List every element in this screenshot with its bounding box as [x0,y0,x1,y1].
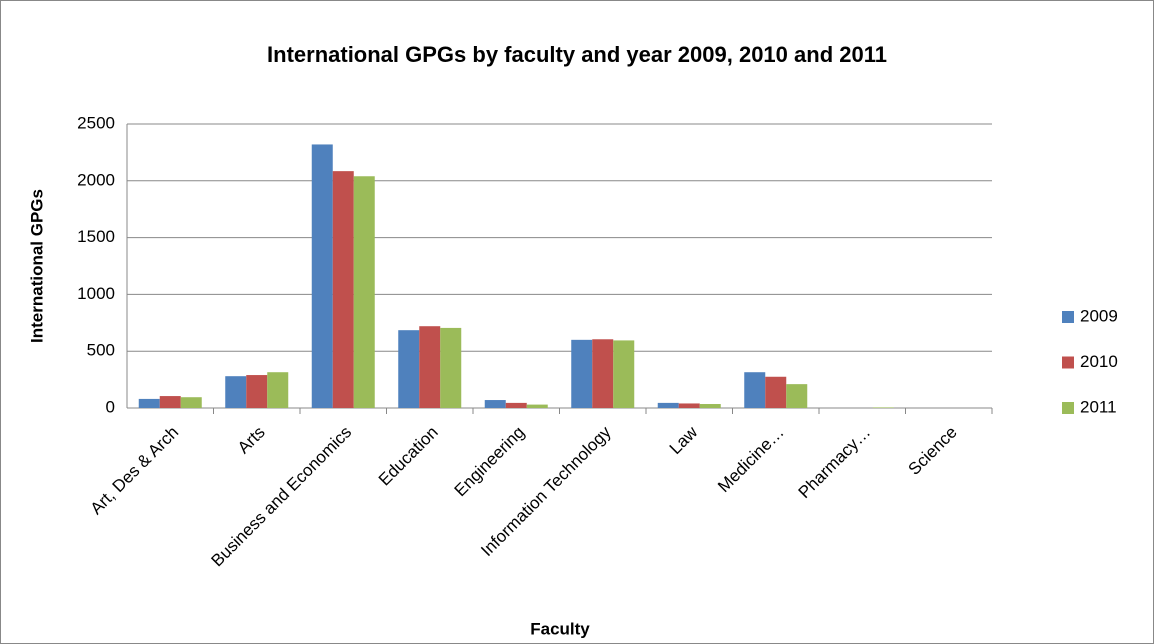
y-tick-label: 500 [87,341,115,360]
bar [138,398,160,408]
bar [180,397,202,408]
bar [505,402,527,408]
bar [678,403,700,408]
y-tick-label: 2500 [77,113,115,132]
bar [765,376,787,408]
bar [159,396,181,408]
bar [419,326,441,408]
y-tick-label: 2000 [77,170,115,189]
bar [332,171,354,408]
y-tick-label: 0 [106,397,115,416]
bar [592,339,614,408]
legend-swatch [1062,311,1074,323]
bar [440,327,462,408]
legend-label: 2011 [1080,397,1117,416]
y-axis-label: International GPGs [27,189,46,343]
y-tick-label: 1000 [77,284,115,303]
bar [744,372,766,408]
bar [398,330,420,408]
x-axis-label: Faculty [530,619,590,638]
legend-swatch [1062,402,1074,414]
bar [267,372,289,408]
bar [613,340,635,408]
bar [872,407,894,408]
bar [657,402,679,408]
bar [225,376,247,408]
bar [526,404,548,408]
legend-label: 2010 [1080,352,1118,371]
bar [699,404,721,408]
bar [786,384,808,408]
bar [353,176,375,408]
legend-label: 2009 [1080,306,1118,325]
y-tick-label: 1500 [77,227,115,246]
legend-swatch [1062,356,1074,369]
bar [311,144,333,408]
chart-title: International GPGs by faculty and year 2… [267,42,887,67]
bar [246,375,268,408]
bar [571,339,593,408]
bar [484,400,506,408]
